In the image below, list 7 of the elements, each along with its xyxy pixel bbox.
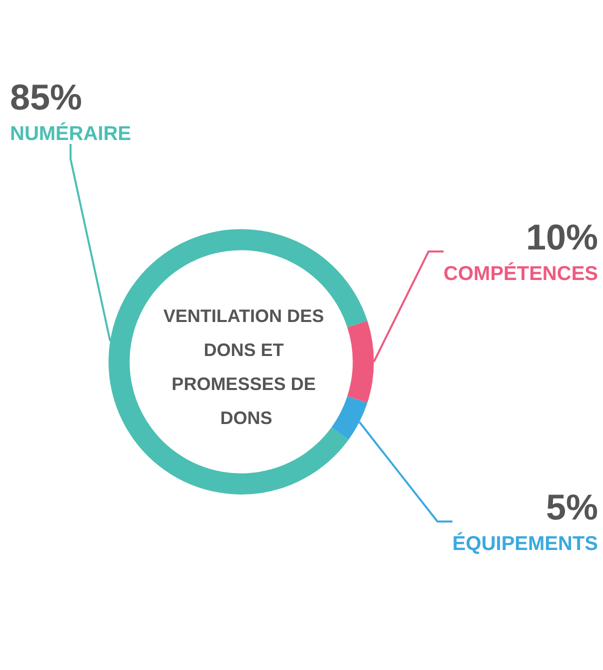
slice-label: COMPÉTENCES bbox=[444, 262, 598, 285]
data-label: 5% bbox=[546, 486, 598, 528]
slice-label: NUMÉRAIRE bbox=[10, 122, 132, 145]
slice-label: ÉQUIPEMENTS bbox=[452, 532, 598, 555]
text: VENTILATION DES DONS ET PROMESSES DE DONS bbox=[163, 306, 330, 428]
data-label: 10% bbox=[526, 216, 598, 258]
data-label: 85% bbox=[10, 76, 82, 118]
